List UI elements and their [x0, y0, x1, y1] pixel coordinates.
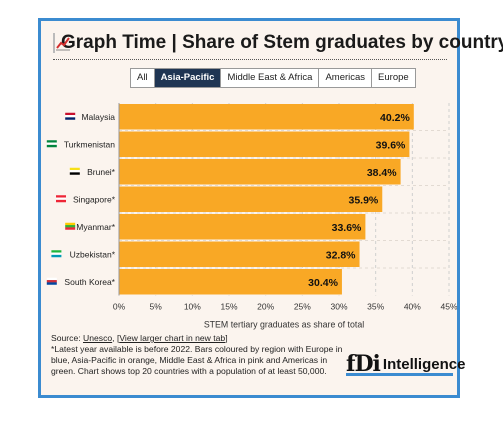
data-label: 33.6% [332, 222, 362, 234]
x-tick-label: 10% [184, 302, 201, 312]
category-label: Brunei* [87, 167, 116, 177]
bar [119, 269, 342, 295]
tab-europe[interactable]: Europe [378, 72, 409, 83]
bracket-close: ] [225, 333, 228, 343]
tab-americas[interactable]: Americas [319, 69, 373, 87]
bar [119, 159, 401, 185]
bar [119, 214, 366, 240]
bar [119, 131, 410, 157]
x-tick-label: 15% [220, 302, 237, 312]
category-label: Singapore* [73, 194, 116, 204]
x-tick-label: 40% [404, 302, 421, 312]
tab-asia-pacific[interactable]: Asia-Pacific [154, 69, 222, 87]
x-tick-label: 5% [150, 302, 163, 312]
fdi-intelligence-logo: fDi Intelligence [346, 351, 465, 377]
category-label: South Korea* [64, 277, 115, 287]
data-label: 32.8% [326, 249, 356, 261]
region-tabs: All Asia-Pacific Middle East & Africa Am… [130, 68, 416, 88]
flag-brunei-icon [69, 167, 80, 175]
flag-singapore-icon [56, 195, 66, 203]
x-tick-label: 35% [367, 302, 384, 312]
flag-myanmar-icon [65, 222, 76, 230]
tab-all[interactable]: All [131, 69, 155, 87]
source-link[interactable]: Unesco [83, 333, 113, 343]
chart-increasing-icon [53, 33, 70, 53]
x-tick-label: 25% [294, 302, 311, 312]
category-label: Myanmar* [76, 222, 115, 232]
x-tick-label: 45% [440, 302, 457, 312]
bar [119, 104, 414, 130]
category-label: Turkmenistan [64, 139, 115, 149]
flag-turkmenistan-icon [46, 140, 57, 148]
tab-middle-east-africa[interactable]: Middle East & Africa [221, 69, 320, 87]
data-label: 40.2% [380, 112, 410, 124]
chart-title-text: Graph Time | Share of Stem graduates by … [61, 32, 503, 53]
flag-malaysia-icon [65, 112, 76, 120]
source-separator: , [112, 333, 117, 343]
data-label: 38.4% [367, 167, 397, 179]
flag-uzbekistan-icon [51, 250, 62, 258]
source-prefix: Source: [51, 333, 84, 343]
source-line: Source: Unesco, [View larger chart in ne… [51, 333, 351, 344]
data-label: 39.6% [376, 139, 406, 151]
logo-mark: fDi [346, 351, 381, 377]
bracket-open: [ [116, 333, 120, 343]
category-label: Malaysia [81, 112, 115, 122]
logo-text: Intelligence [382, 355, 466, 373]
category-label: Uzbekistan* [70, 249, 116, 259]
chart-card: Graph Time | Share of Stem graduates by … [38, 18, 503, 398]
footnote: *Latest year available is before 2022. B… [51, 344, 343, 376]
data-label: 35.9% [348, 194, 378, 206]
flag-south-korea-icon [46, 277, 57, 285]
chart-title: Graph Time | Share of Stem graduates by … [53, 29, 503, 57]
larger-chart-link[interactable]: View larger chart in new tab [119, 333, 226, 343]
x-tick-label: 0% [113, 302, 126, 312]
logo-underline [346, 373, 453, 376]
x-tick-label: 30% [330, 302, 347, 312]
chart-footer: Source: Unesco, [View larger chart in ne… [51, 333, 351, 377]
bar [119, 186, 383, 212]
x-tick-label: 20% [257, 302, 274, 312]
x-axis-label: STEM tertiary graduates as share of tota… [204, 320, 364, 330]
bar [119, 241, 360, 267]
data-label: 30.4% [308, 277, 338, 289]
bar-chart: 0% 5% 10% 15% 20% 25% 30% 35% 40% 45% 40.2% Malaysi… [46, 103, 457, 330]
title-divider [53, 59, 447, 60]
